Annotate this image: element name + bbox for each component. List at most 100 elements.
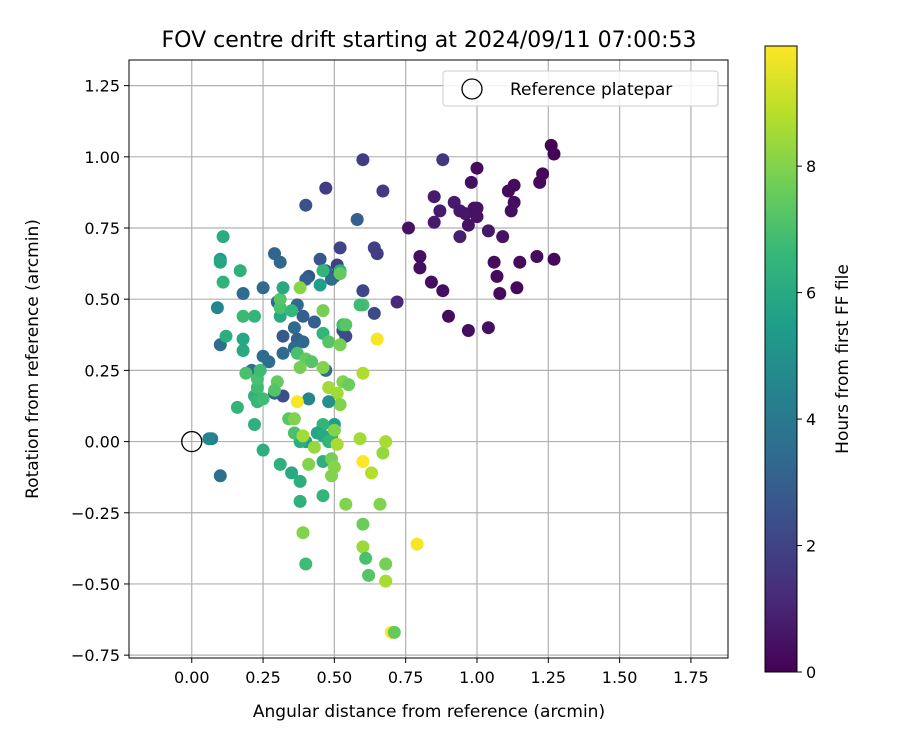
legend-box	[442, 70, 719, 107]
data-point	[330, 386, 344, 400]
data-point	[365, 466, 378, 480]
reference-platepar-layer	[181, 430, 203, 453]
data-point	[327, 423, 341, 437]
data-point	[370, 247, 384, 261]
data-point	[533, 175, 547, 189]
x-tick-label: 0.25	[245, 668, 281, 687]
data-point	[302, 392, 316, 406]
data-point	[530, 250, 544, 263]
data-point	[325, 469, 338, 483]
data-point	[350, 213, 364, 226]
data-point	[296, 526, 310, 540]
data-point	[547, 147, 561, 161]
x-tick-label: 0.50	[317, 668, 353, 687]
data-point	[424, 275, 438, 289]
data-point	[313, 252, 327, 266]
data-point	[487, 255, 501, 269]
data-point	[287, 321, 301, 335]
data-point	[296, 309, 310, 323]
data-point	[501, 184, 515, 198]
data-point	[470, 210, 484, 224]
data-point	[379, 435, 393, 449]
data-point	[293, 474, 307, 488]
x-axis-label: Angular distance from reference (arcmin)	[253, 702, 605, 722]
y-tick-label: 1.00	[84, 148, 120, 167]
data-point	[285, 304, 299, 318]
data-point	[410, 537, 424, 551]
data-point	[461, 218, 475, 232]
data-point	[353, 298, 367, 312]
x-tick-label: 1.50	[602, 668, 638, 687]
data-point	[356, 284, 370, 298]
data-point	[316, 264, 330, 278]
data-point	[453, 230, 467, 244]
scatter-points	[202, 138, 561, 639]
data-point	[356, 153, 370, 167]
data-point	[427, 215, 441, 229]
legend: Reference platepar	[442, 70, 719, 107]
colorbar-tick-label: 6	[806, 284, 816, 303]
data-point	[236, 309, 250, 323]
data-point	[436, 284, 450, 298]
data-point	[342, 378, 356, 392]
data-point	[442, 309, 455, 323]
data-point	[230, 400, 244, 414]
data-point	[219, 329, 233, 343]
data-point	[333, 267, 347, 281]
y-tick-label: 0.00	[84, 433, 120, 452]
data-point	[253, 363, 267, 377]
data-point	[316, 489, 330, 503]
data-point	[390, 295, 404, 309]
x-tick-label: 1.75	[673, 668, 709, 687]
data-point	[236, 332, 250, 346]
data-point	[370, 332, 384, 346]
y-axis-ticks: −0.75 −0.50 −0.25 0.00 0.25 0.50 0.75 1.00 1.25	[71, 77, 129, 665]
data-point	[387, 625, 401, 639]
y-axis-label: Rotation from reference (arcmin)	[23, 219, 43, 499]
data-point	[316, 304, 330, 318]
data-point	[290, 395, 304, 409]
y-tick-label: −0.25	[71, 504, 120, 523]
data-point	[273, 255, 287, 269]
data-point	[359, 551, 373, 565]
data-point	[356, 517, 370, 531]
data-point	[256, 392, 270, 406]
data-point	[268, 383, 281, 397]
data-point	[236, 344, 250, 357]
x-tick-label: 1.00	[459, 668, 495, 687]
data-point	[496, 230, 510, 244]
data-point	[248, 309, 261, 323]
colorbar-tick-label: 8	[806, 157, 816, 176]
x-tick-label: 0.75	[388, 668, 424, 687]
data-point	[510, 281, 524, 295]
data-point	[239, 366, 253, 380]
data-point	[379, 574, 393, 588]
data-point	[213, 255, 227, 269]
data-point	[319, 181, 333, 195]
data-point	[256, 281, 270, 295]
data-point	[322, 335, 336, 349]
data-point	[210, 301, 224, 315]
x-axis-ticks: 0.00 0.25 0.50 0.75 1.00 1.25 1.50 1.75	[174, 658, 709, 687]
data-point	[293, 361, 307, 374]
colorbar	[764, 45, 798, 673]
data-point	[216, 230, 230, 244]
data-point	[322, 395, 336, 409]
data-point	[305, 355, 319, 369]
data-point	[490, 269, 504, 283]
data-point	[333, 338, 347, 352]
data-point	[356, 366, 370, 380]
data-point	[276, 281, 290, 295]
data-point	[427, 190, 441, 204]
data-point	[307, 315, 321, 329]
data-point	[299, 557, 313, 571]
data-point	[273, 292, 287, 306]
data-point	[339, 497, 353, 511]
data-point	[333, 398, 347, 412]
data-point	[285, 466, 299, 480]
data-point	[299, 198, 313, 212]
data-point	[413, 261, 427, 275]
data-point	[353, 432, 367, 446]
